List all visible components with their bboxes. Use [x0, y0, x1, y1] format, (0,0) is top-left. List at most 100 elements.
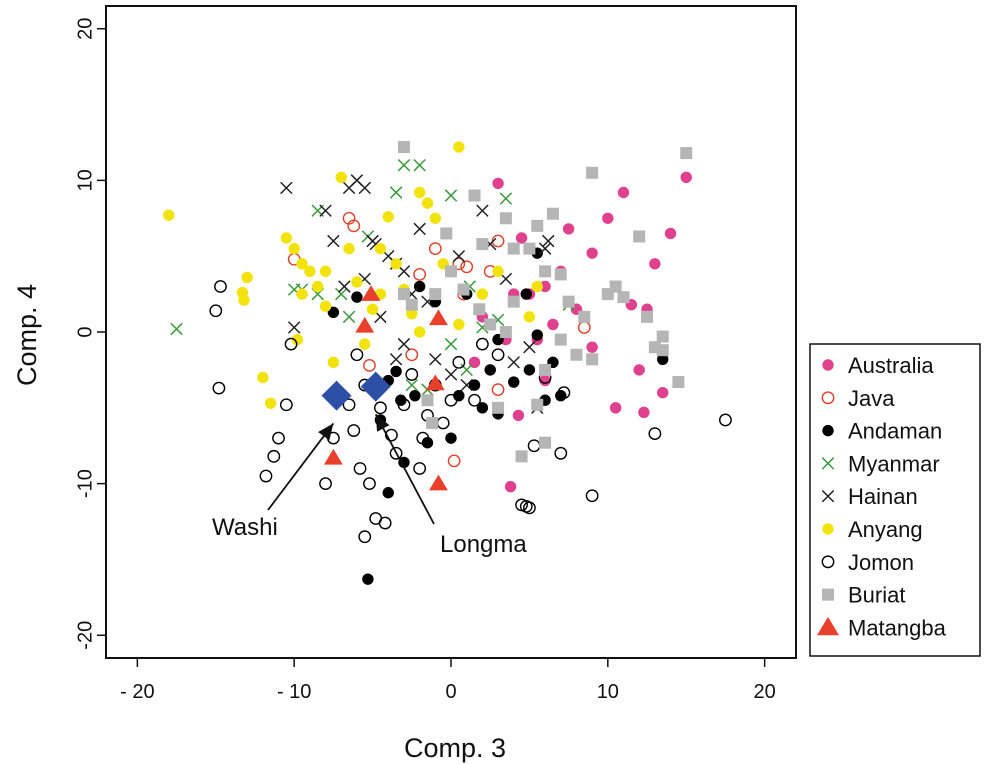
series-buriat — [397, 141, 693, 463]
data-point — [499, 326, 512, 338]
data-point — [389, 353, 403, 366]
data-point — [429, 474, 448, 491]
data-point — [334, 287, 348, 301]
data-point — [520, 288, 532, 300]
data-point — [362, 573, 374, 585]
legend-marker — [821, 457, 835, 470]
data-point — [452, 249, 466, 263]
data-point — [657, 386, 669, 399]
data-point — [586, 353, 599, 366]
data-point — [664, 227, 677, 240]
data-point — [296, 288, 308, 300]
data-point — [338, 280, 351, 293]
data-point — [515, 450, 528, 463]
data-point — [421, 394, 434, 407]
data-point — [343, 242, 355, 255]
data-point — [272, 431, 285, 445]
data-point — [170, 322, 183, 336]
data-point — [473, 303, 486, 316]
series-java — [287, 211, 591, 468]
data-point — [452, 257, 466, 271]
x-axis: - 20 - 10 0 10 20 — [120, 658, 776, 703]
data-point — [492, 265, 504, 278]
data-point — [312, 280, 324, 293]
data-point — [719, 413, 732, 427]
data-point — [468, 393, 481, 407]
data-point — [445, 265, 457, 278]
data-point — [335, 171, 347, 184]
data-point — [366, 303, 379, 315]
data-point — [413, 462, 427, 475]
data-point — [425, 374, 445, 391]
data-point — [319, 265, 332, 278]
annotations: Washi Longma — [212, 413, 527, 558]
data-point — [360, 371, 391, 402]
data-point — [363, 477, 376, 491]
data-point — [452, 355, 466, 369]
data-point — [492, 401, 505, 414]
legend-marker — [821, 391, 835, 405]
data-point — [445, 432, 457, 444]
data-point — [649, 258, 661, 270]
data-point — [523, 242, 536, 255]
data-point — [405, 348, 419, 362]
data-point — [570, 348, 583, 361]
data-point — [429, 288, 442, 301]
legend-marker — [822, 424, 834, 437]
data-point — [323, 448, 343, 465]
data-point — [457, 283, 470, 296]
x-tick-label: - 10 — [277, 681, 311, 703]
data-point — [358, 181, 371, 195]
legend-label: Myanmar — [848, 451, 940, 476]
data-point — [428, 242, 442, 256]
data-point — [585, 489, 599, 503]
data-point — [577, 321, 591, 334]
data-point — [680, 147, 693, 160]
data-point — [321, 380, 352, 411]
data-point — [327, 306, 340, 318]
data-point — [163, 209, 175, 221]
data-point — [390, 365, 402, 378]
data-point — [492, 177, 504, 190]
data-point — [547, 318, 559, 331]
data-point — [351, 291, 363, 303]
data-point — [499, 192, 513, 205]
data-point — [397, 141, 410, 154]
y-axis: -20 -10 0 10 20 — [74, 18, 106, 650]
data-point — [413, 326, 426, 338]
data-point — [405, 368, 419, 381]
data-point — [291, 333, 304, 346]
data-point — [421, 436, 434, 449]
data-point — [241, 271, 253, 284]
data-point — [267, 449, 281, 463]
legend-marker — [821, 489, 835, 503]
data-point — [214, 280, 227, 293]
legend: Australia Java Andaman Myanmar Hainan Anyang J… — [809, 343, 981, 657]
data-point — [523, 501, 536, 515]
data-point — [389, 446, 403, 460]
data-point — [374, 401, 387, 415]
data-point — [405, 378, 419, 392]
data-point — [507, 356, 520, 369]
data-point — [398, 456, 410, 469]
data-point — [523, 364, 536, 376]
data-point — [436, 416, 450, 430]
y-tick-label: -10 — [74, 469, 96, 498]
data-point — [539, 363, 552, 376]
annotation-label: Washi — [212, 514, 278, 541]
data-point — [280, 232, 293, 244]
data-point — [617, 291, 630, 304]
data-point — [374, 242, 387, 255]
annotation-arrowhead — [318, 423, 334, 441]
data-point — [426, 416, 439, 429]
x-tick-label: 20 — [754, 681, 776, 703]
data-point — [538, 242, 552, 255]
legend-label: Java — [848, 386, 895, 411]
data-point — [555, 389, 567, 402]
data-point — [484, 318, 497, 331]
data-point — [382, 487, 394, 499]
x-tick-label: - 20 — [120, 681, 154, 703]
data-point — [405, 298, 418, 311]
data-point — [523, 340, 536, 354]
